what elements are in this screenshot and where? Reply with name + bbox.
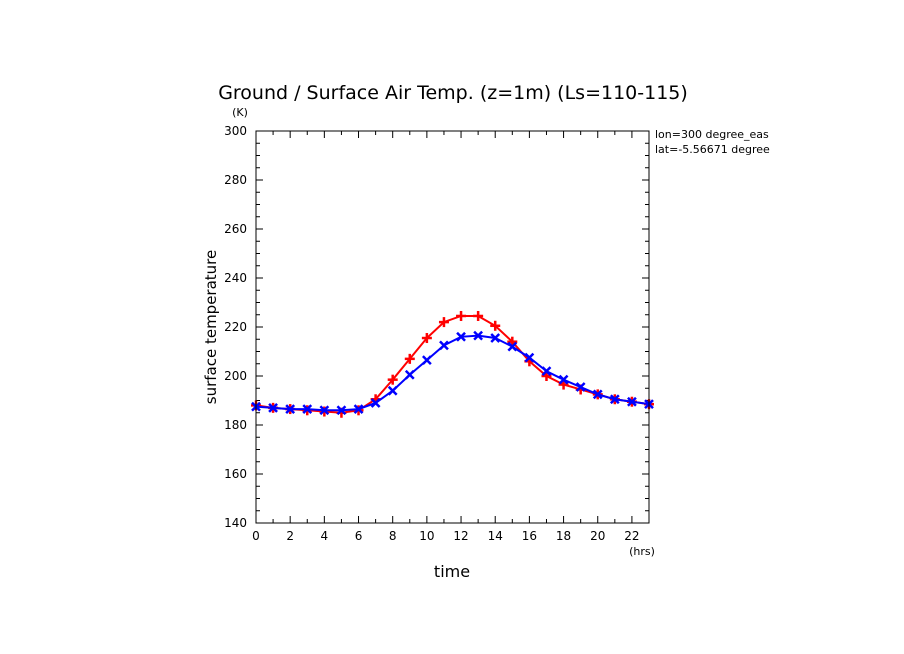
chart-title: Ground / Surface Air Temp. (z=1m) (Ls=11… <box>218 82 688 104</box>
plot-frame <box>255 130 650 524</box>
y-tick-label: 220 <box>224 320 247 334</box>
data-point <box>404 353 415 364</box>
y-tick-label: 160 <box>224 467 247 481</box>
x-tick-label: 16 <box>522 529 537 543</box>
x-tick-label: 14 <box>488 529 503 543</box>
y-tick-label: 180 <box>224 418 247 432</box>
series-line-2 <box>255 334 650 412</box>
x-unit-label: (hrs) <box>629 545 655 558</box>
y-tick-label: 260 <box>224 222 247 236</box>
axes-layer: 0 2 4 6 8 10 12 14 16 18 20 22 140 160 180 200 220 240 260… <box>224 124 650 543</box>
data-point <box>490 333 501 343</box>
x-tick-label: 0 <box>252 529 260 543</box>
data-point <box>404 369 415 380</box>
annotation-lon: lon=300 degree_eas <box>655 128 769 141</box>
data-point <box>370 398 381 408</box>
y-tick-label: 240 <box>224 271 247 285</box>
data-point <box>575 382 586 392</box>
x-tick-label: 22 <box>624 529 639 543</box>
x-tick-label: 4 <box>321 529 329 543</box>
data-point <box>541 366 552 376</box>
x-tick-label: 8 <box>389 529 397 543</box>
data-point <box>421 355 432 365</box>
data-point <box>421 333 432 344</box>
data-point <box>439 340 449 351</box>
series-layer <box>251 310 654 418</box>
data-point <box>353 404 364 414</box>
x-tick-label: 10 <box>419 529 434 543</box>
data-point <box>387 374 398 385</box>
data-point <box>507 341 518 352</box>
annotation-lat: lat=-5.56671 degree <box>655 143 770 156</box>
series-line-1 <box>255 314 650 414</box>
data-point <box>456 310 467 321</box>
x-tick-label: 2 <box>286 529 294 543</box>
data-point <box>456 331 466 342</box>
x-tick-label: 12 <box>453 529 468 543</box>
x-tick-label: 18 <box>556 529 571 543</box>
y-tick-label: 300 <box>224 124 247 138</box>
x-tick-label: 20 <box>590 529 605 543</box>
x-axis-label: time <box>434 562 470 581</box>
x-tick-label: 6 <box>355 529 363 543</box>
data-point <box>336 405 347 416</box>
data-point <box>627 396 637 407</box>
y-tick-label: 140 <box>224 516 247 530</box>
data-point <box>473 310 484 321</box>
data-point <box>302 404 313 414</box>
y-unit-label: (K) <box>232 106 248 119</box>
data-point <box>438 317 449 328</box>
y-tick-label: 200 <box>224 369 247 383</box>
data-point <box>490 320 501 331</box>
data-point <box>268 402 278 413</box>
data-point <box>558 374 569 385</box>
data-point <box>473 330 484 341</box>
data-point <box>592 389 603 400</box>
data-point <box>319 405 330 416</box>
data-point <box>609 394 620 405</box>
data-point <box>524 352 535 363</box>
y-axis-label: surface temperature <box>202 250 220 405</box>
data-point <box>387 385 398 396</box>
data-point <box>285 404 296 414</box>
y-tick-label: 280 <box>224 173 247 187</box>
